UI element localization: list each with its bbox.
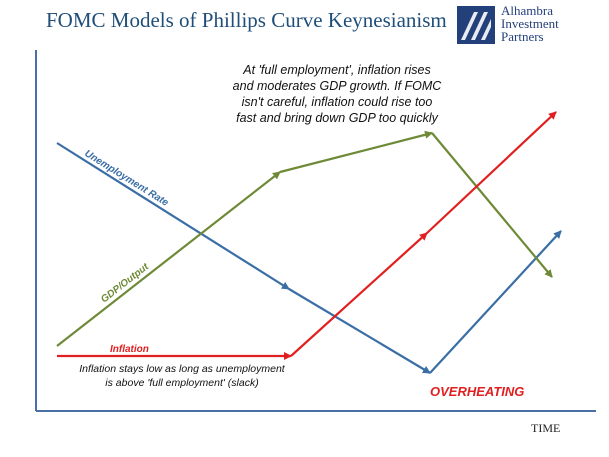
inflation-segment-3 xyxy=(426,111,557,234)
annotation-line: fast and bring down GDP too quickly xyxy=(236,111,438,125)
gdp-label: GDP/Output xyxy=(99,261,151,305)
annotation-line: At 'full employment', inflation rises xyxy=(243,63,431,77)
logo-line-2: Investment xyxy=(501,16,559,31)
unemployment-segment-2 xyxy=(288,288,431,374)
chart-title: FOMC Models of Phillips Curve Keynesiani… xyxy=(46,8,447,32)
gdp-series xyxy=(56,130,553,347)
inflation-label: Inflation xyxy=(110,344,149,355)
unemployment-series xyxy=(56,142,562,374)
annotation-line: is above 'full employment' (slack) xyxy=(105,377,259,389)
inflation-series xyxy=(57,111,557,360)
full-employment-annotation: At 'full employment', inflation rises an… xyxy=(212,62,462,126)
annotation-line: and moderates GDP growth. If FOMC xyxy=(232,79,442,93)
x-axis-label: TIME xyxy=(531,421,561,435)
logo-line-1: Alhambra xyxy=(501,3,553,18)
logo-text: Alhambra Investment Partners xyxy=(501,4,559,43)
logo-emblem-icon xyxy=(457,6,495,44)
gdp-segment-1 xyxy=(56,171,281,347)
annotation-line: isn't careful, inflation could rise too xyxy=(241,95,433,109)
annotation-line: Inflation stays low as long as unemploym… xyxy=(79,363,285,375)
inflation-segment-2 xyxy=(290,232,428,357)
company-logo: Alhambra Investment Partners xyxy=(457,4,605,48)
slack-annotation: Inflation stays low as long as unemploym… xyxy=(52,362,312,390)
gdp-segment-3 xyxy=(431,132,553,278)
logo-line-3: Partners xyxy=(501,29,544,44)
unemployment-segment-3 xyxy=(429,230,562,374)
unemployment-label: Unemployment Rate xyxy=(82,148,170,209)
unemployment-segment-1 xyxy=(56,142,290,290)
overheating-label: OVERHEATING xyxy=(430,384,525,399)
gdp-segment-2 xyxy=(279,130,433,174)
